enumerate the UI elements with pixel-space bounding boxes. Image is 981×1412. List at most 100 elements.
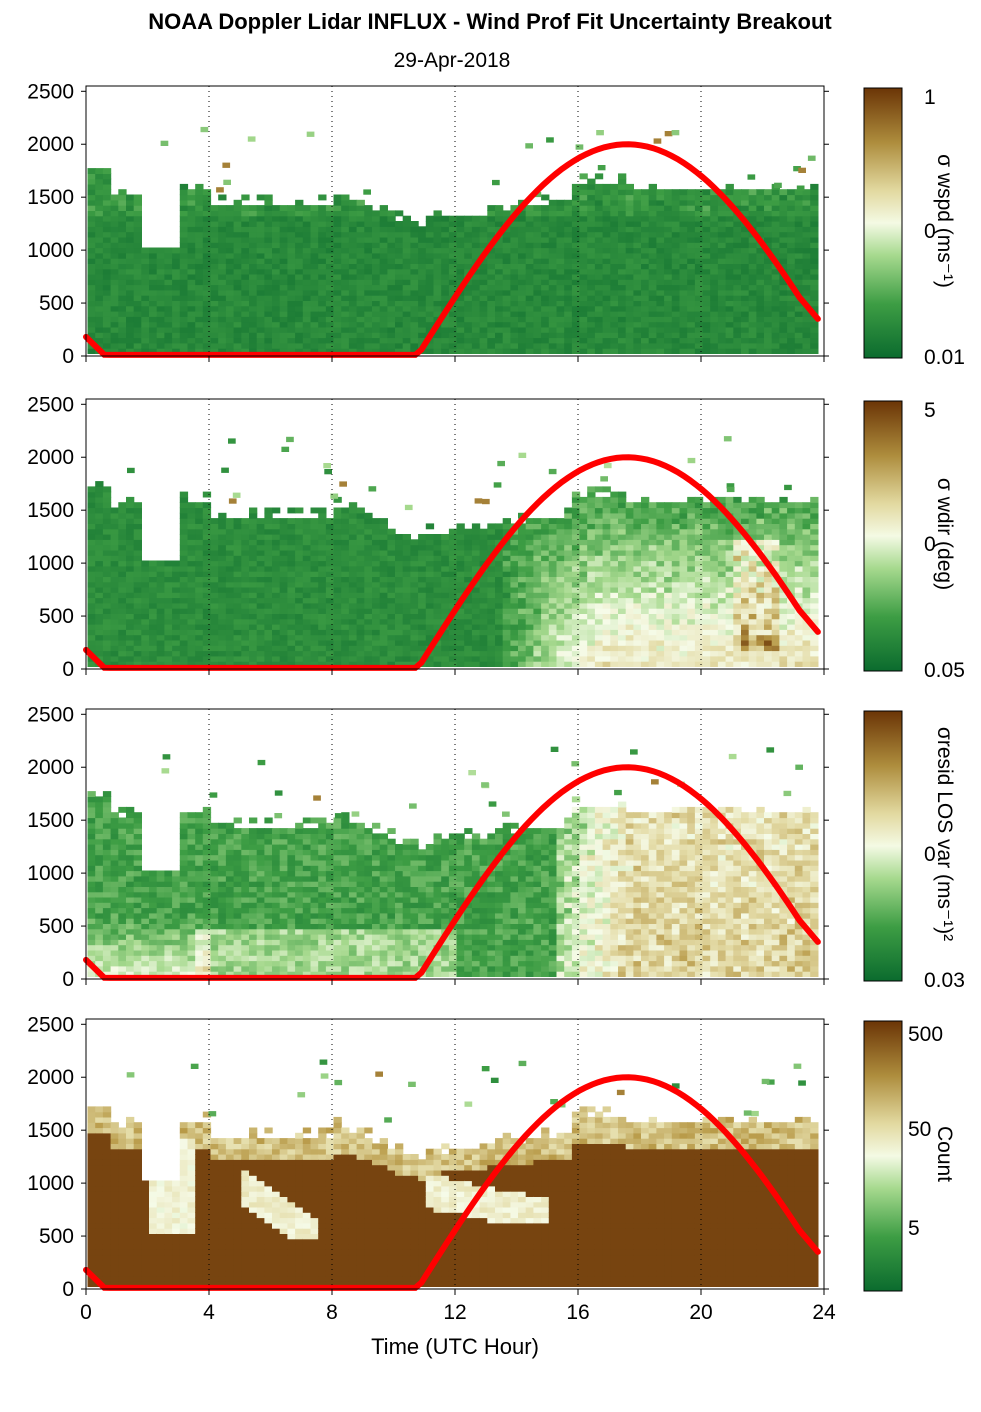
heatmap-cell [571, 279, 581, 286]
heatmap-cell [518, 608, 527, 614]
heatmap-cell [356, 221, 365, 227]
heatmap-cell [348, 284, 358, 291]
heatmap-cell [141, 300, 150, 307]
heatmap-cell [310, 295, 319, 301]
heatmap-cell [133, 215, 142, 222]
heatmap-cell [594, 634, 604, 641]
heatmap-cell [310, 263, 319, 270]
heatmap-cell [233, 528, 242, 535]
heatmap-cell [333, 284, 342, 291]
heatmap-cell [249, 592, 258, 599]
heatmap-cell [287, 534, 296, 540]
heatmap-cell [179, 655, 189, 662]
heatmap-cell [741, 231, 750, 238]
heatmap-cell [525, 539, 534, 546]
heatmap-cell [810, 337, 819, 344]
heatmap-cell [164, 332, 173, 339]
heatmap-cell [587, 586, 596, 593]
heatmap-cell [602, 565, 611, 572]
heatmap-cell [748, 326, 757, 333]
heatmap-cell [372, 518, 381, 524]
heatmap-cell [418, 571, 427, 577]
heatmap-cell [256, 655, 265, 662]
heatmap-cell [241, 560, 250, 567]
heatmap-cell [441, 300, 450, 307]
heatmap-cell [302, 528, 312, 535]
heatmap-cell [641, 332, 650, 339]
heatmap-cell [418, 534, 427, 540]
heatmap-cell [564, 348, 573, 354]
heatmap-cell [287, 326, 296, 333]
heatmap-cell [687, 258, 696, 264]
heatmap-cell [341, 639, 350, 646]
heatmap-cell [372, 639, 381, 646]
heatmap-cell [594, 539, 604, 546]
heatmap-cell [210, 279, 219, 286]
heatmap-cell [102, 518, 112, 524]
heatmap-cell [141, 581, 150, 588]
heatmap-cell [179, 597, 189, 604]
heatmap-cell [479, 268, 488, 275]
heatmap-cell [618, 655, 627, 662]
heatmap-cell [195, 194, 204, 201]
heatmap-cell [241, 571, 250, 577]
heatmap-cell [625, 300, 634, 307]
heatmap-cell [471, 534, 481, 540]
heatmap-cell [379, 231, 388, 238]
heatmap-cell [648, 586, 657, 593]
heatmap-cell [110, 613, 119, 620]
heatmap-cell [133, 236, 142, 243]
heatmap-cell [295, 602, 304, 609]
heatmap-cell [787, 321, 796, 328]
heatmap-cell [310, 549, 319, 556]
colorbar-gradient [863, 87, 903, 359]
heatmap-cell [533, 565, 542, 572]
heatmap-cell [533, 311, 542, 317]
heatmap-cell [564, 295, 573, 301]
heatmap-cell [348, 555, 358, 562]
heatmap-cell [702, 337, 711, 344]
heatmap-cell [249, 205, 258, 211]
heatmap-cell [149, 263, 158, 270]
heatmap-cell [641, 512, 650, 519]
heatmap-cell [425, 221, 435, 227]
heatmap-cell [441, 321, 450, 328]
heatmap-cell [571, 592, 581, 599]
heatmap-cell [302, 597, 312, 604]
heatmap-cell [787, 332, 796, 339]
heatmap-cell [656, 226, 665, 233]
heatmap-cell [502, 337, 511, 344]
heatmap-cell [587, 496, 596, 503]
heatmap-cell [225, 289, 235, 296]
heatmap-cell [579, 618, 588, 625]
heatmap-cell [187, 295, 196, 301]
heatmap-cell [479, 279, 488, 286]
heatmap-cell [256, 565, 265, 572]
heatmap-cell [548, 592, 558, 599]
heatmap-cell [372, 549, 381, 556]
heatmap-cell [656, 326, 665, 333]
heatmap-cell [541, 597, 550, 604]
heatmap-cell [502, 597, 511, 604]
heatmap-cell [102, 624, 112, 630]
heatmap-cell [172, 295, 181, 301]
heatmap-cell [495, 279, 504, 286]
heatmap-cell [594, 581, 604, 588]
heatmap-cell [264, 332, 273, 339]
heatmap-cell [249, 539, 258, 546]
heatmap-cell [372, 655, 381, 662]
heatmap-cell [179, 512, 189, 519]
heatmap-cell [187, 549, 196, 556]
heatmap-cell [556, 576, 565, 583]
heatmap-cell [149, 332, 158, 339]
heatmap-cell [710, 305, 719, 312]
heatmap-cell [264, 534, 273, 540]
heatmap-cell [510, 321, 519, 328]
heatmap-cell [133, 560, 142, 567]
heatmap-cell [641, 634, 650, 641]
heatmap-cell [256, 539, 265, 546]
heatmap-cell [372, 592, 381, 599]
heatmap-cell [625, 618, 634, 625]
heatmap-cell [733, 273, 742, 280]
